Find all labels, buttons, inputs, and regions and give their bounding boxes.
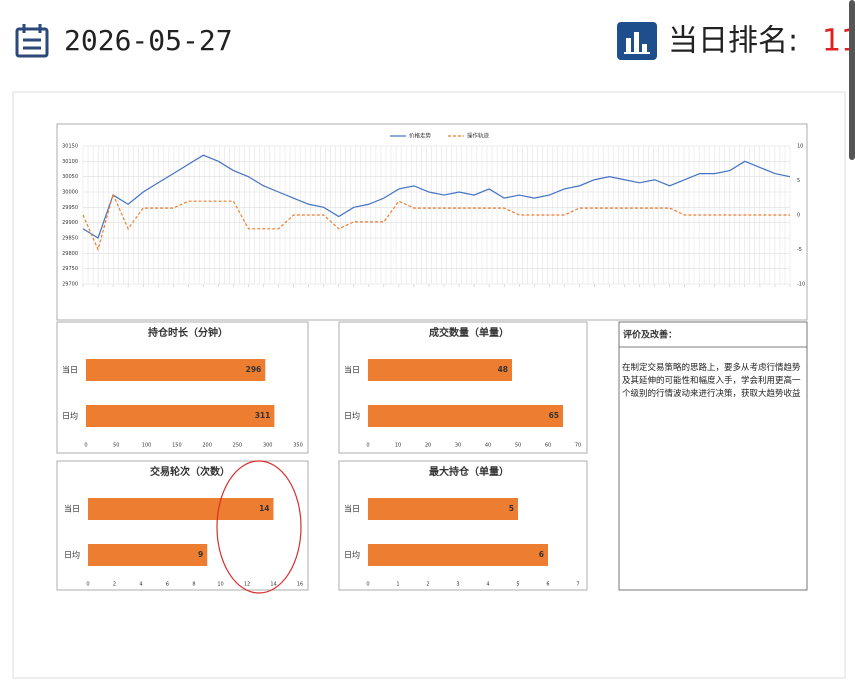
bar xyxy=(88,544,208,566)
chart-icon xyxy=(617,22,657,60)
category-label: 当日 xyxy=(344,365,360,375)
x-tick-label: 250 xyxy=(233,443,243,449)
x-tick-label: 50 xyxy=(113,443,119,449)
x-tick-label: 1 xyxy=(396,582,399,588)
value-label: 5 xyxy=(509,504,514,513)
value-label: 65 xyxy=(549,411,559,420)
legend-label: 价格走势 xyxy=(409,132,432,140)
scrollbar[interactable] xyxy=(849,0,855,160)
x-tick-label: 14 xyxy=(270,582,276,588)
chart-frame xyxy=(338,321,588,454)
x-tick-label: 150 xyxy=(172,443,182,449)
x-tick-label: 30 xyxy=(455,443,461,449)
y-tick-label: 29800 xyxy=(62,251,78,257)
y-tick-label: 29950 xyxy=(62,205,78,211)
y-tick-label: 29900 xyxy=(62,220,78,226)
x-tick-label: 50 xyxy=(515,443,521,449)
x-tick-label: 7 xyxy=(576,582,579,588)
rank-label: 当日排名: xyxy=(668,24,798,59)
x-tick-label: 70 xyxy=(575,443,581,449)
category-label: 日均 xyxy=(344,411,360,421)
chart-frame xyxy=(56,460,309,591)
x-tick-label: 4 xyxy=(486,582,489,588)
bar xyxy=(368,359,512,381)
category-label: 当日 xyxy=(62,365,78,375)
date: 2026-05-27 xyxy=(64,24,233,57)
x-tick-label: 0 xyxy=(86,582,89,588)
bar xyxy=(86,359,266,381)
y2-tick-label: -5 xyxy=(797,247,802,253)
y-tick-label: 30050 xyxy=(62,174,78,180)
x-tick-label: 60 xyxy=(545,443,551,449)
category-label: 日均 xyxy=(64,550,80,560)
value-label: 311 xyxy=(255,411,271,420)
x-tick-label: 6 xyxy=(546,582,549,588)
category-label: 日均 xyxy=(62,411,78,421)
value-label: 14 xyxy=(259,504,269,513)
y-tick-label: 30000 xyxy=(62,190,78,196)
y2-tick-label: 0 xyxy=(797,213,800,219)
bar xyxy=(88,498,274,520)
chart-frame xyxy=(56,321,309,454)
x-tick-label: 350 xyxy=(293,443,303,449)
x-tick-label: 10 xyxy=(395,443,401,449)
line-chart-frame xyxy=(56,123,808,321)
x-tick-label: 4 xyxy=(139,582,142,588)
y-tick-label: 29850 xyxy=(62,236,78,242)
chart-title: 持仓时长（分钟） xyxy=(148,326,228,339)
chart-frame xyxy=(338,460,588,591)
bar xyxy=(368,405,563,427)
x-tick-label: 5 xyxy=(516,582,519,588)
category-label: 日均 xyxy=(344,550,360,560)
bar xyxy=(368,498,518,520)
x-tick-label: 300 xyxy=(263,443,273,449)
y-tick-label: 29750 xyxy=(62,266,78,272)
calendar-icon xyxy=(15,24,49,58)
x-tick-label: 2 xyxy=(426,582,429,588)
y-tick-label: 30150 xyxy=(62,144,78,150)
value-label: 9 xyxy=(198,550,203,559)
category-label: 当日 xyxy=(344,504,360,514)
value-label: 6 xyxy=(539,550,544,559)
chart-title: 最大持仓（单量） xyxy=(429,465,509,478)
x-tick-label: 10 xyxy=(217,582,223,588)
value-label: 48 xyxy=(498,365,508,374)
annotation-circle xyxy=(216,460,302,594)
y-tick-label: 29700 xyxy=(62,282,78,288)
chart-title: 成交数量（单量） xyxy=(429,326,509,339)
y-tick-label: 30100 xyxy=(62,159,78,165)
x-tick-label: 3 xyxy=(456,582,459,588)
x-tick-label: 20 xyxy=(425,443,431,449)
x-tick-label: 0 xyxy=(84,443,87,449)
evaluation-title: 评价及改善： xyxy=(623,329,677,341)
x-tick-label: 16 xyxy=(297,582,303,588)
y2-tick-label: 10 xyxy=(797,144,803,150)
x-tick-label: 12 xyxy=(244,582,250,588)
x-tick-label: 8 xyxy=(192,582,195,588)
x-tick-label: 2 xyxy=(113,582,116,588)
legend-label: 操作轨迹 xyxy=(467,132,490,140)
bar xyxy=(368,544,548,566)
x-tick-label: 200 xyxy=(202,443,212,449)
series-line xyxy=(82,192,790,252)
series-line xyxy=(82,154,791,239)
y2-tick-label: 5 xyxy=(797,178,800,184)
x-tick-label: 0 xyxy=(366,582,369,588)
evaluation-box xyxy=(618,321,808,591)
x-tick-label: 100 xyxy=(142,443,152,449)
evaluation-text: 在制定交易策略的思路上，要多从考虑行情趋势及其延伸的可能性和幅度入手，学会利用更… xyxy=(622,363,801,399)
x-tick-label: 6 xyxy=(166,582,169,588)
value-label: 296 xyxy=(246,365,262,374)
x-tick-label: 0 xyxy=(366,443,369,449)
bar xyxy=(86,405,275,427)
category-label: 当日 xyxy=(64,504,80,514)
chart-title: 交易轮次（次数） xyxy=(150,465,230,478)
x-tick-label: 40 xyxy=(485,443,491,449)
y2-tick-label: -10 xyxy=(797,282,805,288)
